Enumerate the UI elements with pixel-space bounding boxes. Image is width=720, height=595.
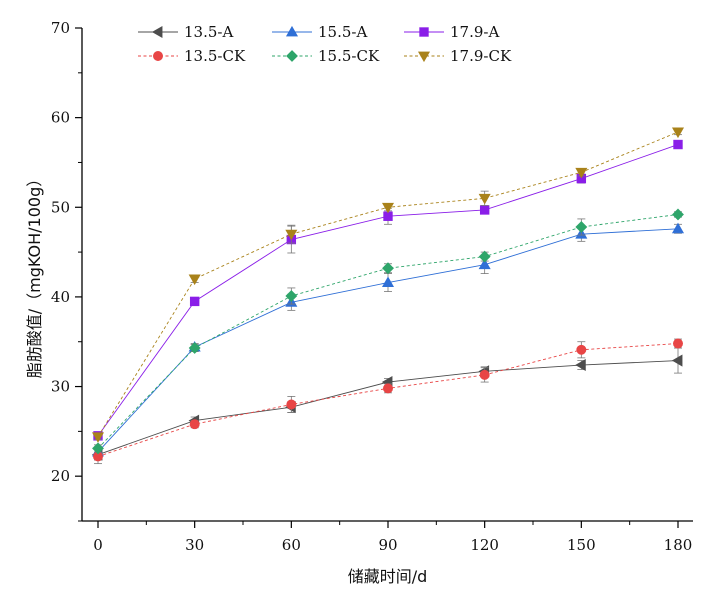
series-13.5-CK (93, 338, 683, 465)
data-point (189, 419, 200, 430)
series-layer (91, 127, 685, 465)
data-point (671, 222, 685, 234)
series-15.5-A (91, 222, 685, 457)
data-point (575, 167, 588, 179)
series-13.5-A (91, 347, 683, 461)
series-line (97, 360, 679, 456)
data-point (383, 383, 393, 394)
series-15.5-CK (92, 208, 684, 455)
data-point (671, 127, 685, 139)
axes: 0 30 60 90 120 150 180 20 30 40 50 60 70 (51, 19, 693, 554)
legend-marker (153, 51, 163, 61)
legend-label: 17.9-CK (450, 47, 512, 65)
data-point (286, 399, 297, 410)
series-line (97, 228, 679, 453)
y-tick-label: 40 (51, 288, 70, 306)
data-point (672, 208, 684, 221)
x-tick-label: 120 (470, 536, 499, 554)
data-point (285, 229, 298, 241)
data-point (188, 274, 201, 286)
data-point (479, 369, 490, 380)
data-point (576, 344, 587, 355)
series-line (97, 213, 679, 449)
legend-item: 13.5-A (138, 23, 233, 41)
data-point (92, 442, 104, 455)
data-point (479, 205, 490, 215)
x-tick-label: 60 (282, 536, 301, 554)
legend-marker (151, 25, 163, 39)
legend-item: 13.5-CK (138, 47, 246, 65)
legend-item: 15.5-A (272, 23, 367, 41)
y-axis-title: 脂肪酸值/（mgKOH/100g） (25, 171, 44, 378)
legend-item: 17.9-A (404, 23, 499, 41)
data-point (673, 139, 683, 150)
data-point (189, 296, 200, 307)
legend-marker (419, 27, 429, 37)
legend-item: 17.9-CK (404, 47, 512, 65)
x-tick-label: 0 (93, 536, 103, 554)
data-point (575, 359, 586, 372)
legend-label: 15.5-A (318, 23, 367, 41)
legend-label: 13.5-A (184, 23, 233, 41)
x-tick-label: 30 (185, 536, 204, 554)
data-point (478, 193, 491, 205)
data-point (188, 342, 201, 354)
data-point (382, 262, 394, 275)
legend-label: 15.5-CK (318, 47, 380, 65)
data-point (671, 354, 683, 367)
x-axis-title: 储藏时间/d (348, 567, 428, 586)
x-tick-label: 180 (664, 536, 693, 554)
legend-marker (286, 50, 298, 62)
y-tick-label: 30 (51, 378, 70, 396)
data-point (673, 338, 683, 349)
y-tick-label: 50 (51, 198, 70, 216)
y-tick-label: 70 (51, 19, 70, 37)
legend: 13.5-A 15.5-A 17.9-A 13.5-CK 15.5-CK 17.9-CK (138, 23, 512, 65)
legend-marker (285, 25, 299, 37)
y-tick-label: 60 (51, 109, 70, 127)
series-17.9-CK (91, 127, 685, 443)
data-point (575, 221, 588, 233)
x-tick-label: 90 (378, 536, 397, 554)
series-line (97, 343, 679, 457)
data-point (381, 202, 395, 214)
x-tick-label: 150 (567, 536, 596, 554)
legend-label: 13.5-CK (184, 47, 246, 65)
legend-item: 15.5-CK (272, 47, 380, 65)
data-point (381, 276, 395, 287)
data-point (478, 258, 491, 270)
data-point (91, 432, 105, 443)
legend-marker (417, 51, 431, 63)
data-point (478, 250, 491, 263)
y-tick-label: 20 (51, 467, 70, 485)
data-point (285, 290, 298, 302)
legend-label: 17.9-A (450, 23, 499, 41)
